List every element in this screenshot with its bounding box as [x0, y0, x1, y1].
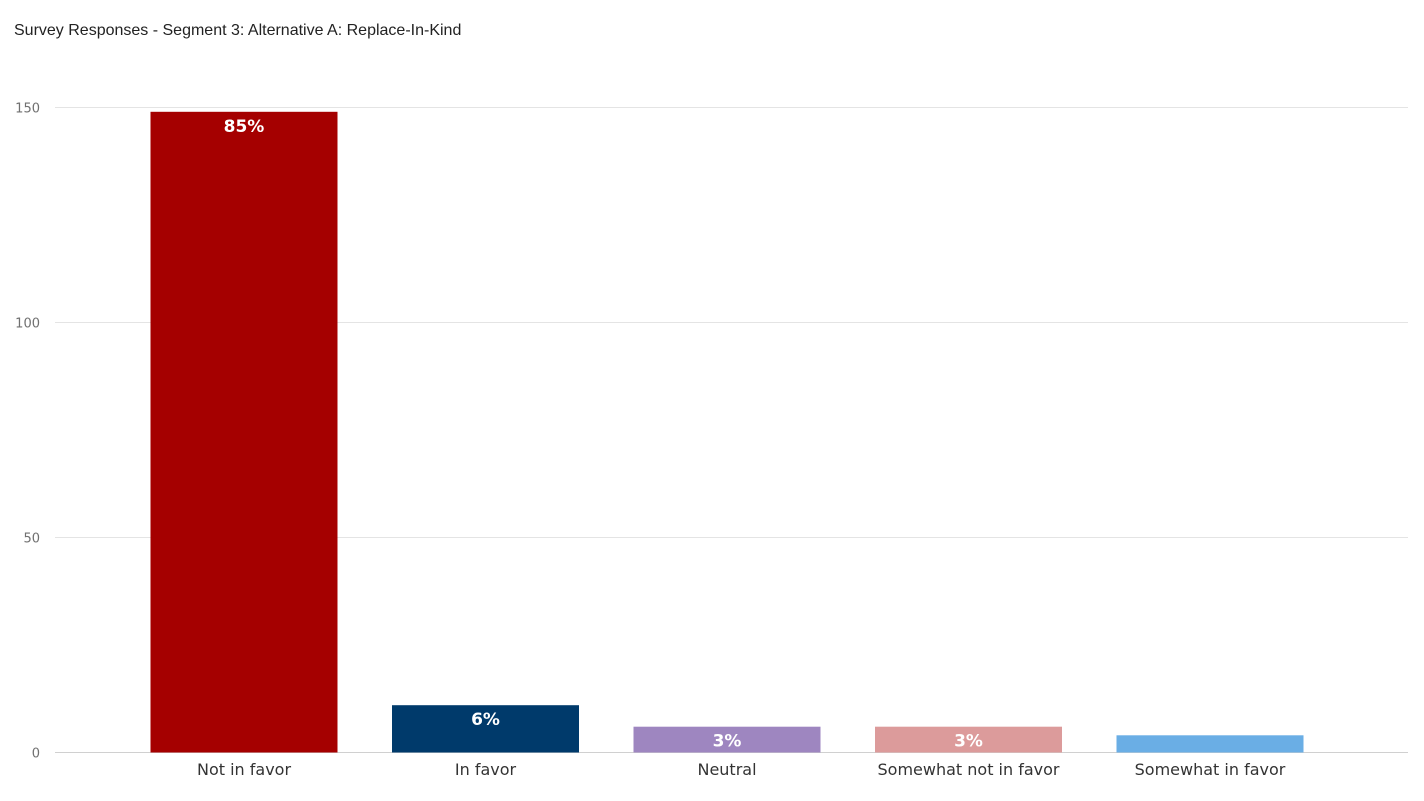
x-tick-label: In favor	[455, 760, 517, 779]
bar	[875, 726, 1062, 753]
bar	[392, 705, 579, 753]
data-label: 85%	[224, 117, 265, 137]
data-label: 3%	[713, 732, 742, 752]
y-tick-label: 150	[15, 102, 40, 117]
y-tick-label: 0	[32, 747, 40, 762]
bars: 85% 6% 3% 3%	[150, 111, 1304, 753]
y-tick-label: 50	[23, 532, 40, 547]
x-tick-label: Somewhat in favor	[1135, 760, 1286, 779]
bar	[150, 111, 338, 753]
chart-title: Survey Responses - Segment 3: Alternativ…	[14, 22, 462, 39]
bar	[1116, 735, 1304, 753]
x-tick-label: Not in favor	[197, 760, 291, 779]
data-label: 3%	[954, 732, 983, 752]
y-tick-label: 100	[15, 317, 40, 332]
y-axis: 0 50 100 150	[15, 102, 40, 762]
bar	[633, 726, 821, 753]
x-tick-label: Neutral	[697, 760, 756, 779]
x-tick-label: Somewhat not in favor	[878, 760, 1060, 779]
x-axis: Not in favor In favor Neutral Somewhat not …	[197, 760, 1286, 779]
data-label: 6%	[471, 710, 500, 730]
